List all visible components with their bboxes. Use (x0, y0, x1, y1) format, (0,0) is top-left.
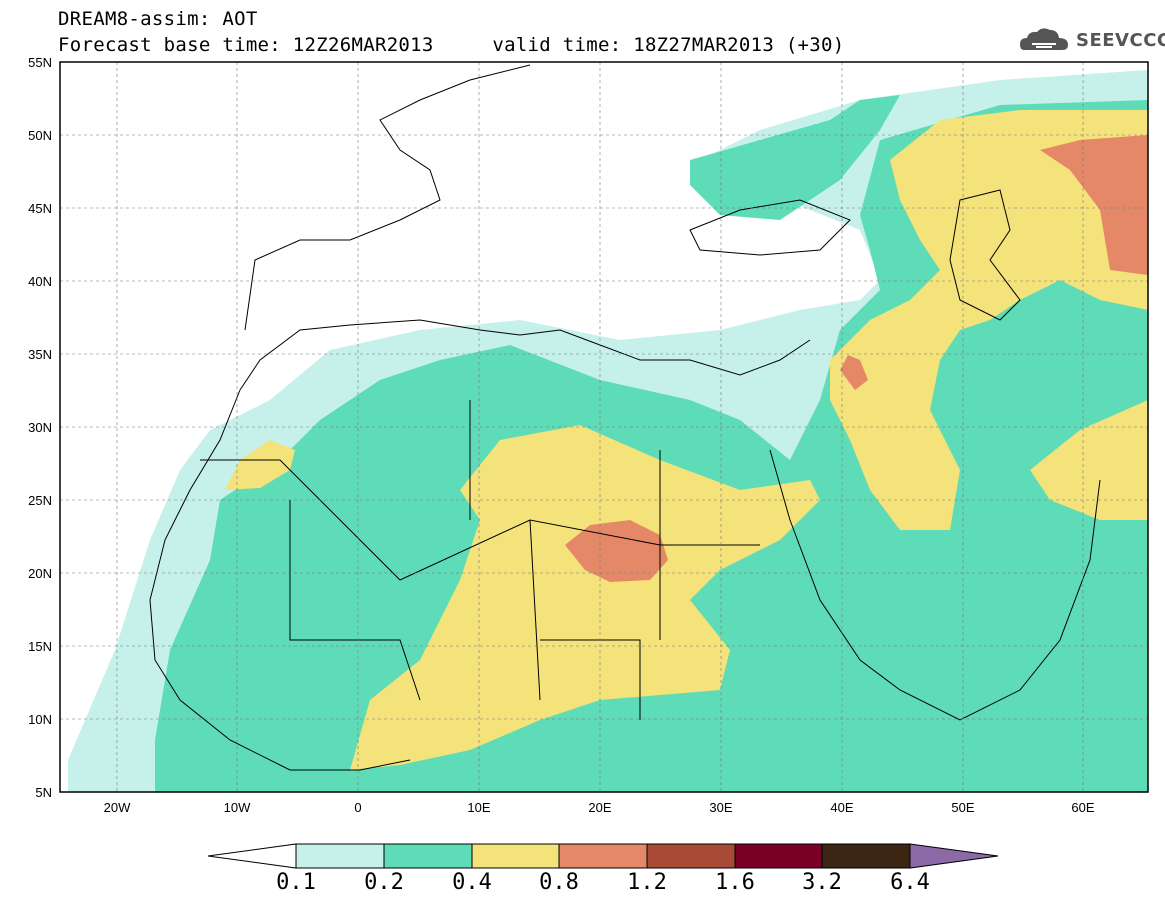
coastline-north-africa (239, 319, 811, 391)
coastline-west-africa (149, 389, 411, 771)
coastline-caspian (949, 189, 1021, 321)
lat-tick-label: 20N (28, 566, 52, 581)
map-gridlines (60, 62, 1148, 792)
logo-text: SEEVCCC (1076, 30, 1165, 51)
lat-tick-label: 15N (28, 639, 52, 654)
lon-tick-label: 60E (1071, 800, 1094, 815)
lon-tick-label: 50E (951, 800, 974, 815)
colorbar-label: 0.8 (539, 870, 579, 895)
lat-tick-label: 10N (28, 712, 52, 727)
aot-band-0.8-kz (1040, 135, 1148, 275)
aot-band-0.4-wmaroc (225, 440, 295, 490)
aot-colorbar (207, 843, 999, 869)
colorbar-above-arrow (909, 843, 999, 869)
aot-band-0.4-east (830, 110, 1148, 530)
colorbar-cell (471, 843, 560, 869)
colorbar-label: 6.4 (890, 870, 930, 895)
border-sahara-1 (200, 400, 760, 701)
lon-tick-label: 0 (354, 800, 361, 815)
colorbar-cell (734, 843, 823, 869)
coastline-black-sea (689, 199, 851, 256)
longitude-ticks: 20W 10W 0 10E 20E 30E 40E 50E 60E (104, 800, 1095, 815)
plot-frame (59, 61, 1149, 793)
colorbar-label: 3.2 (802, 870, 842, 895)
lat-tick-label: 50N (28, 128, 52, 143)
lon-tick-label: 30E (709, 800, 732, 815)
colorbar-cell (646, 843, 736, 869)
latitude-ticks: 55N 50N 45N 40N 35N 30N 25N 20N 15N 10N … (28, 55, 52, 800)
lat-tick-label: 5N (35, 785, 52, 800)
colorbar-below-arrow (207, 843, 297, 869)
lat-tick-label: 30N (28, 420, 52, 435)
aot-band-0.4 (350, 425, 820, 770)
colorbar-label: 0.2 (364, 870, 404, 895)
lat-tick-label: 35N (28, 347, 52, 362)
border-sahara-2 (289, 500, 641, 720)
map-subtitle-times: Forecast base time: 12Z26MAR2013 valid t… (58, 34, 845, 56)
lat-tick-label: 55N (28, 55, 52, 70)
lat-tick-label: 40N (28, 274, 52, 289)
lon-tick-label: 10W (224, 800, 251, 815)
lon-tick-label: 40E (830, 800, 853, 815)
map-title: DREAM8-assim: AOT (58, 8, 258, 30)
colorbar-label: 0.1 (276, 870, 316, 895)
coastline-europe (244, 64, 531, 331)
lon-tick-label: 10E (467, 800, 490, 815)
country-borders (149, 64, 1101, 771)
colorbar-cell (558, 843, 648, 869)
lon-tick-label: 20W (104, 800, 131, 815)
colorbar-label: 1.2 (627, 870, 667, 895)
aot-band-0.2 (155, 100, 1148, 792)
lon-tick-label: 20E (588, 800, 611, 815)
cloud-icon (1020, 28, 1068, 50)
aot-band-0.4-gulf (1030, 400, 1148, 520)
colorbar-cell (383, 843, 473, 869)
aot-band-0.8-iraq (840, 355, 868, 390)
colorbar-cell (821, 843, 911, 869)
lat-tick-label: 45N (28, 201, 52, 216)
colorbar-cell (295, 843, 385, 869)
coastline-red-sea (769, 449, 1101, 721)
aot-band-0.2-north (690, 95, 900, 220)
colorbar-label: 0.4 (452, 870, 492, 895)
colorbar-label: 1.6 (715, 870, 755, 895)
lat-tick-label: 25N (28, 493, 52, 508)
aot-band-0.8-chad (565, 520, 668, 582)
